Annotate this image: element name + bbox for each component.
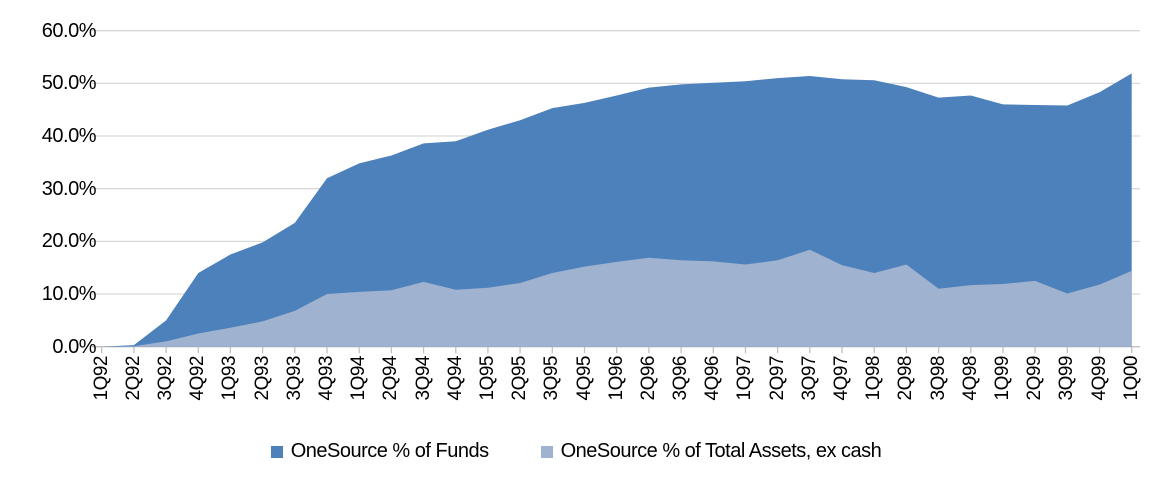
x-axis-label: 1Q95 (476, 356, 498, 401)
x-axis-label: 3Q98 (927, 356, 949, 401)
x-axis-label: 3Q97 (798, 356, 820, 401)
y-axis-label: 0.0% (52, 335, 96, 358)
x-axis-label: 4Q96 (702, 356, 724, 401)
x-axis-label: 3Q93 (283, 356, 305, 401)
x-axis-label: 1Q97 (734, 356, 756, 401)
x-axis-label: 1Q98 (863, 356, 885, 401)
chart-legend: OneSource % of Funds OneSource % of Tota… (0, 440, 1152, 463)
x-axis-label: 2Q98 (895, 356, 917, 401)
x-axis-label: 1Q93 (219, 356, 241, 401)
x-axis-label: 2Q96 (637, 356, 659, 401)
legend-label-total-assets: OneSource % of Total Assets, ex cash (560, 440, 882, 462)
x-axis-label: 3Q96 (670, 356, 692, 401)
y-axis-label: 30.0% (41, 177, 97, 200)
x-axis-label: 3Q94 (412, 356, 434, 401)
legend-item-total-assets: OneSource % of Total Assets, ex cash (540, 440, 882, 463)
x-axis-label: 2Q94 (380, 356, 402, 401)
x-axis-label: 3Q99 (1056, 356, 1078, 401)
x-axis-label: 1Q99 (991, 356, 1013, 401)
x-axis-label: 4Q92 (187, 356, 209, 401)
y-axis-label: 20.0% (41, 230, 97, 253)
x-axis-label: 4Q95 (573, 356, 595, 401)
x-axis-label: 4Q93 (316, 356, 337, 401)
y-axis-label: 10.0% (41, 283, 97, 306)
y-axis-label: 60.0% (41, 19, 97, 42)
x-axis-label: 2Q97 (766, 356, 788, 401)
x-axis-label: 2Q92 (122, 356, 144, 401)
x-axis-label: 4Q97 (831, 356, 852, 401)
area-series-1 (101, 249, 1132, 347)
y-axis-label: 50.0% (41, 72, 97, 95)
x-axis-label: 2Q95 (509, 356, 531, 401)
x-axis-label: 1Q00 (1120, 356, 1142, 401)
x-axis-label: 3Q95 (541, 356, 563, 401)
x-axis-label: 2Q93 (251, 356, 273, 401)
x-axis-label: 1Q96 (605, 356, 627, 401)
legend-swatch-total-assets (540, 445, 553, 458)
legend-label-funds: OneSource % of Funds (290, 440, 489, 462)
x-axis-label: 1Q94 (348, 356, 370, 401)
x-axis-label: 1Q92 (90, 356, 112, 401)
x-axis-label: 2Q99 (1024, 356, 1046, 401)
x-axis-label: 4Q98 (959, 356, 981, 401)
x-axis-label: 3Q92 (155, 356, 177, 401)
legend-item-funds: OneSource % of Funds (270, 440, 489, 463)
x-axis-label: 4Q99 (1088, 356, 1110, 401)
y-axis-label: 40.0% (41, 125, 97, 148)
x-axis-label: 4Q94 (444, 356, 466, 401)
legend-swatch-funds (270, 445, 283, 458)
